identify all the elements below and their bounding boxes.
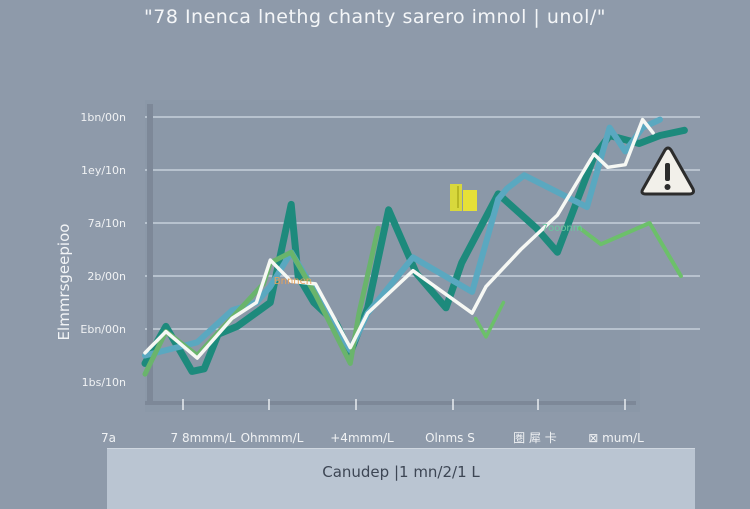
x-axis-tick-marks (182, 399, 626, 410)
warning-icon (640, 146, 695, 196)
x-tick-label-1: Ohmmm/L (241, 431, 304, 445)
footer-bar: Canudep |1 mn/2/1 L (107, 448, 695, 509)
x-tick-label-2: +4mmm/L (330, 431, 394, 445)
series-lines (141, 116, 688, 377)
plot-background-shade (145, 100, 640, 412)
series-line-3 (143, 117, 655, 360)
y-tick-label-0: 1bn/00n (80, 111, 126, 124)
annotations: Bnnnen 7ooonm (274, 223, 583, 287)
x-tick-label-0: 7 8mmm/L (171, 431, 236, 445)
series-line-4 (473, 300, 506, 339)
chart-title: "78 Inenca lnethg chanty sarero imnol | … (144, 6, 606, 28)
y-tick-label-3: 2b/00n (87, 270, 126, 283)
series-line-5 (578, 221, 683, 278)
footer-label: Canudep |1 mn/2/1 L (322, 463, 480, 481)
annotation-1: 7ooonm (542, 223, 583, 234)
y-tick-label-2: 7a/10n (88, 217, 126, 230)
y-tick-label-4: Ebn/00n (80, 323, 126, 336)
x-axis-tick-labels: 7a 7 8mmm/L Ohmmm/L +4mmm/L Olnms S 圏 犀 卡 ⊠ mu… (101, 431, 644, 445)
x-tick-label-3: Olnms S (425, 431, 475, 445)
y-tick-label-1: 1ey/10n (81, 164, 126, 177)
y-axis-tick-labels: 1bn/00n 1ey/10n 7a/10n 2b/00n Ebn/00n 1bs/10n (80, 111, 126, 389)
x-tick-label-4: 圏 犀 卡 (513, 431, 557, 445)
x-tick-label-5: ⊠ mum/L (588, 431, 644, 445)
annotation-0: Bnnnen (274, 276, 312, 287)
bar-indicator-icon (450, 184, 477, 211)
x-corner-label: 7a (101, 431, 116, 445)
y-tick-label-5: 1bs/10n (82, 376, 126, 389)
